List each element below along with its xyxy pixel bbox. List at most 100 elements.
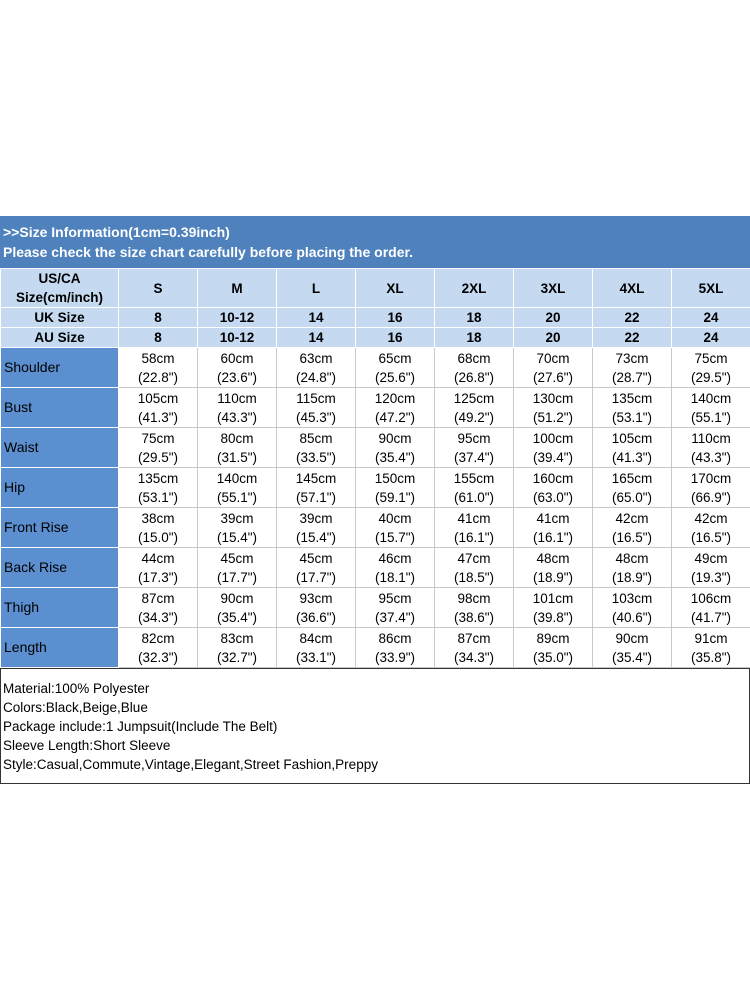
- inch-value: (36.6"): [295, 609, 337, 625]
- measure-cell: 68cm (26.8"): [434, 347, 514, 388]
- row-label: Hip: [0, 467, 119, 508]
- measure-cell: 42cm (16.5"): [671, 507, 750, 548]
- measure-cell: 65cm (25.6"): [355, 347, 435, 388]
- measure-cell: 83cm (32.7"): [197, 627, 277, 668]
- cm-value: 115cm: [296, 390, 336, 406]
- cm-value: 155cm: [453, 470, 495, 486]
- cm-value: 40cm: [378, 510, 412, 526]
- measure-cell: 106cm (41.7"): [671, 587, 750, 628]
- measure-cell: 89cm (35.0"): [513, 627, 593, 668]
- measure-cell: 110cm (43.3"): [671, 427, 750, 468]
- measure-cell: 42cm (16.5"): [592, 507, 672, 548]
- inch-value: (35.0"): [532, 649, 574, 665]
- cm-value: 75cm: [141, 430, 175, 446]
- cm-value: 140cm: [216, 470, 258, 486]
- measure-cell: 63cm (24.8"): [276, 347, 356, 388]
- measure-cell: 101cm (39.8"): [513, 587, 593, 628]
- measure-cell: 75cm (29.5"): [671, 347, 750, 388]
- measure-cell: 41cm (16.1"): [513, 507, 593, 548]
- cm-value: 46cm: [378, 550, 412, 566]
- cm-value: 90cm: [615, 630, 649, 646]
- cm-value: 90cm: [220, 590, 254, 606]
- size-table: US/CA Size(cm/inch) S M L XL 2XL 3XL 4XL 5XL UK S…: [0, 268, 750, 668]
- measure-cell: 39cm (15.4"): [276, 507, 356, 548]
- measure-cell: 93cm (36.6"): [276, 587, 356, 628]
- inch-value: (19.3"): [690, 569, 732, 585]
- size-cell: 16: [355, 307, 435, 328]
- inch-value: (16.1"): [532, 529, 574, 545]
- row-label: Length: [0, 627, 119, 668]
- size-cell: 20: [513, 327, 593, 348]
- cm-value: 39cm: [299, 510, 333, 526]
- measure-cell: 135cm (53.1"): [592, 387, 672, 428]
- inch-value: (61.0"): [453, 489, 495, 505]
- cm-value: 91cm: [694, 630, 728, 646]
- cm-value: 42cm: [694, 510, 728, 526]
- inch-value: (17.7"): [295, 569, 337, 585]
- cm-value: 135cm: [611, 390, 653, 406]
- size-cell: 14: [276, 307, 356, 328]
- size-cell: 8: [118, 307, 198, 328]
- inch-value: (18.5"): [453, 569, 495, 585]
- column-header: L: [276, 268, 356, 308]
- measure-cell: 87cm (34.3"): [118, 587, 198, 628]
- cm-value: 48cm: [615, 550, 649, 566]
- size-cell: 22: [592, 307, 672, 328]
- inch-value: (15.7"): [374, 529, 416, 545]
- inch-value: (17.3"): [137, 569, 179, 585]
- inch-value: (66.9"): [690, 489, 732, 505]
- size-row: AU Size 8 10-12 14 16 18 20 22 24: [0, 327, 750, 348]
- cm-value: 145cm: [295, 470, 337, 486]
- cm-value: 160cm: [532, 470, 574, 486]
- size-cell: 18: [434, 307, 514, 328]
- column-header: 4XL: [592, 268, 672, 308]
- cm-value: 89cm: [536, 630, 570, 646]
- measure-cell: 95cm (37.4"): [434, 427, 514, 468]
- inch-value: (33.5"): [295, 449, 337, 465]
- inch-value: (16.5"): [690, 529, 732, 545]
- cm-value: 90cm: [378, 430, 412, 446]
- cm-value: 125cm: [453, 390, 495, 406]
- cm-value: 170cm: [690, 470, 732, 486]
- cm-value: 39cm: [220, 510, 254, 526]
- cm-value: 75cm: [694, 350, 728, 366]
- measure-cell: 115cm (45.3"): [276, 387, 356, 428]
- banner: >>Size Information(1cm=0.39inch) Please c…: [0, 216, 750, 268]
- cm-value: 83cm: [220, 630, 254, 646]
- cm-value: 93cm: [299, 590, 333, 606]
- inch-value: (18.9"): [532, 569, 574, 585]
- cm-value: 106cm: [690, 590, 732, 606]
- column-header: M: [197, 268, 277, 308]
- cm-value: 135cm: [137, 470, 179, 486]
- cm-value: 73cm: [615, 350, 649, 366]
- cm-value: 58cm: [141, 350, 175, 366]
- cm-value: 44cm: [141, 550, 175, 566]
- inch-value: (16.5"): [611, 529, 653, 545]
- inch-value: (27.6"): [532, 369, 574, 385]
- measure-cell: 47cm (18.5"): [434, 547, 514, 588]
- cm-value: 80cm: [220, 430, 254, 446]
- measure-cell: 38cm (15.0"): [118, 507, 198, 548]
- measure-cell: 170cm (66.9"): [671, 467, 750, 508]
- cm-value: 60cm: [220, 350, 254, 366]
- measure-cell: 100cm (39.4"): [513, 427, 593, 468]
- measure-cell: 120cm (47.2"): [355, 387, 435, 428]
- measure-cell: 103cm (40.6"): [592, 587, 672, 628]
- cm-value: 140cm: [690, 390, 732, 406]
- inch-value: (15.0"): [137, 529, 179, 545]
- detail-line: Colors:Black,Beige,Blue: [3, 700, 148, 715]
- size-cell: 22: [592, 327, 672, 348]
- measure-cell: 105cm (41.3"): [118, 387, 198, 428]
- inch-value: (34.3"): [453, 649, 495, 665]
- cm-value: 130cm: [532, 390, 574, 406]
- measure-row: Length 82cm (32.3") 83cm (32.7") 84cm (33.1") 8…: [0, 627, 750, 668]
- cm-value: 110cm: [217, 390, 257, 406]
- cm-value: 95cm: [378, 590, 412, 606]
- detail-line: Style:Casual,Commute,Vintage,Elegant,Str…: [3, 757, 378, 772]
- inch-value: (18.9"): [611, 569, 653, 585]
- measure-cell: 80cm (31.5"): [197, 427, 277, 468]
- inch-value: (17.7"): [216, 569, 258, 585]
- inch-value: (35.4"): [216, 609, 258, 625]
- measure-cell: 130cm (51.2"): [513, 387, 593, 428]
